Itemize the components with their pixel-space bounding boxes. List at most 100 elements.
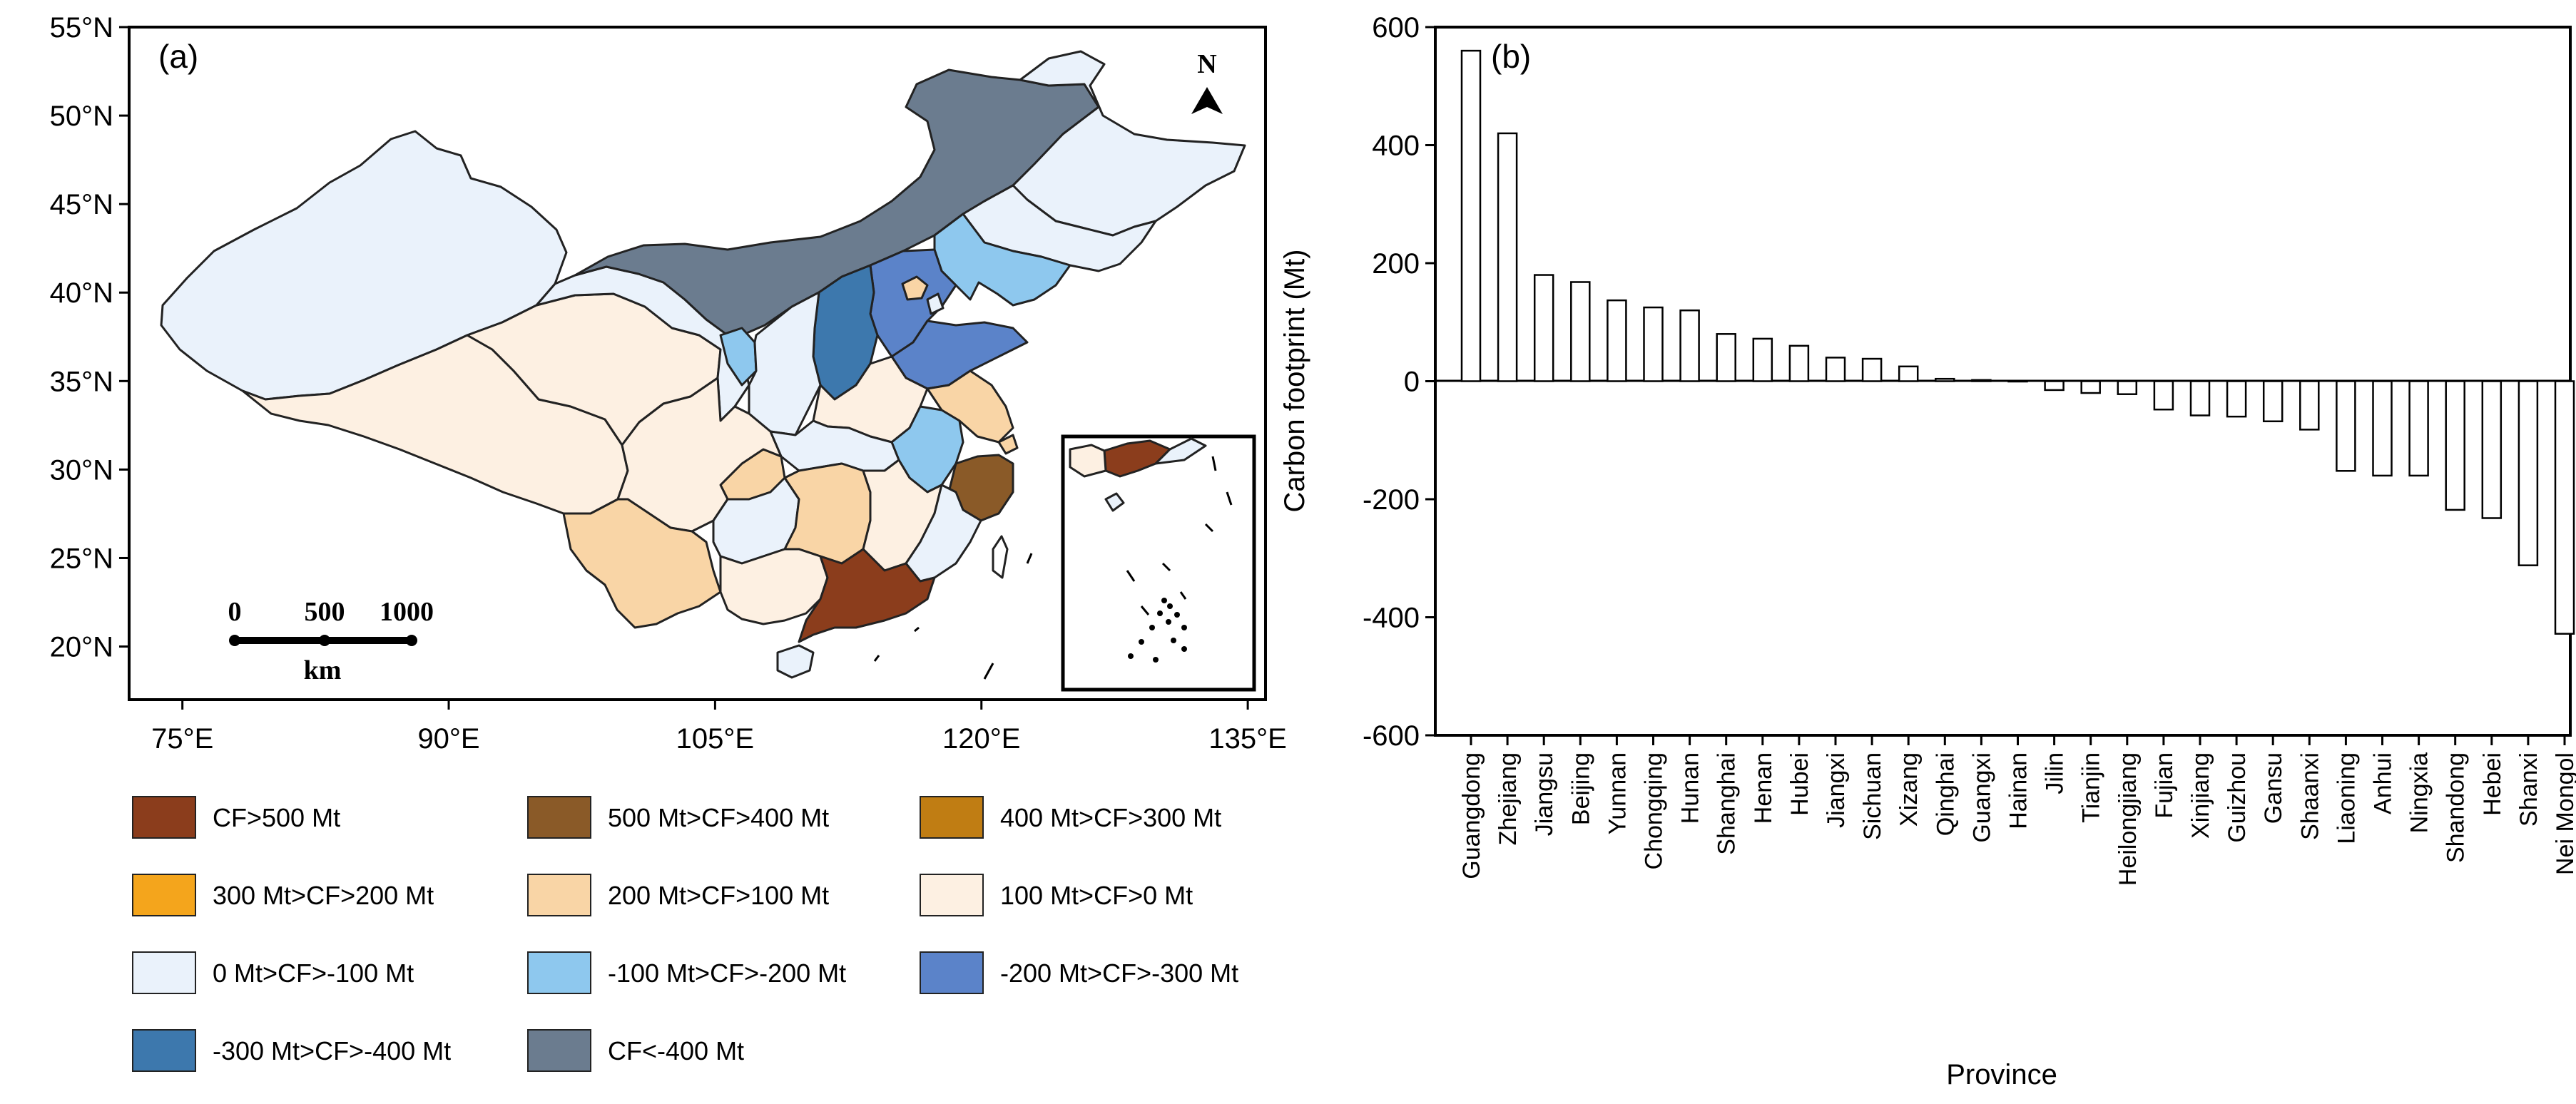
bar-henan	[1752, 337, 1773, 382]
map-lat-tick-label: 55°N	[50, 12, 113, 44]
legend-label: -300 Mt>CF>-400 Mt	[213, 1036, 451, 1065]
bar-sichuan	[1861, 357, 1883, 382]
bar-gansu	[2262, 380, 2284, 423]
bar-x-tick-label: Henan	[1750, 752, 1777, 824]
north-arrow-icon	[1191, 87, 1223, 114]
bar-x-tick-label: Qinghai	[1932, 752, 1959, 836]
inset-frame	[1061, 434, 1256, 692]
scale-bar-dot-1000	[406, 635, 417, 646]
bar-x-tick-label: Hubei	[1786, 752, 1813, 816]
bar-fujian	[2153, 380, 2174, 411]
bar-guizhou	[2226, 380, 2247, 418]
bar-panel-label: (b)	[1491, 38, 1531, 75]
bar-x-tick-label: Ningxia	[2406, 752, 2433, 833]
legend-swatch	[920, 951, 984, 994]
bars	[1460, 49, 2575, 635]
map-lat-tick-label: 45°N	[50, 189, 113, 220]
province-tianjin	[926, 292, 945, 315]
legend-swatch	[527, 951, 591, 994]
south-china-sea-inset	[1061, 434, 1256, 692]
inset-islands	[1126, 456, 1233, 615]
map-legend: CF>500 Mt 500 Mt>CF>400 Mt 400 Mt>CF>300 M…	[132, 796, 1238, 1072]
inset-guangxi	[1069, 444, 1107, 478]
scale-bar-dot-500	[319, 635, 330, 646]
bar-x-tick-label: Jiangsu	[1531, 752, 1558, 836]
scale-tick-500: 500	[305, 597, 345, 627]
legend-label: 500 Mt>CF>400 Mt	[608, 803, 829, 832]
bar-x-tick-label: Hunan	[1677, 752, 1704, 824]
bar-x-tick-label: Sichuan	[1859, 752, 1886, 840]
province-heilongjiang	[1012, 50, 1246, 237]
map-lat-tick-label: 30°N	[50, 454, 113, 486]
bar-x-tick-label: Beijing	[1567, 752, 1594, 825]
scale-bar-dot-0	[229, 635, 240, 646]
legend-label: CF>500 Mt	[213, 803, 340, 832]
province-shanghai	[997, 434, 1019, 455]
bar-hubei	[1788, 344, 1810, 382]
bar-x-tick-label: Nei Mongol	[2552, 752, 2576, 875]
bar-x-tick-label: Heilongjiang	[2114, 752, 2142, 886]
x-axis-title: Province	[1946, 1059, 2057, 1090]
bar-x-tick-label: Shanxi	[2515, 752, 2542, 827]
bar-x-tick-label: Guizhou	[2224, 752, 2251, 843]
bar-anhui	[2372, 380, 2393, 477]
province-beijing	[901, 275, 929, 301]
legend-item: 200 Mt>CF>100 Mt	[527, 874, 829, 916]
legend-item: -200 Mt>CF>-300 Mt	[920, 951, 1238, 994]
bar-x-tick-label: Tianjin	[2078, 752, 2105, 823]
bar-jiangsu	[1533, 274, 1554, 382]
bar-zhejiang	[1497, 132, 1518, 382]
map-lon-tick-label: 90°E	[417, 723, 479, 755]
legend-swatch	[132, 796, 196, 839]
y-axis-title: Carbon footprint (Mt)	[1279, 249, 1310, 512]
bar-jilin	[2044, 380, 2065, 392]
bar-x-tick-labels: Guangdong Zhejiang Jiangsu Beijing Yunnan Cho…	[1458, 735, 2576, 886]
bar-tianjin	[2080, 380, 2101, 394]
legend-swatch	[920, 796, 984, 839]
scale-bar: 0 500 1000 km	[228, 597, 434, 685]
bar-x-tick-label: Chongqing	[1641, 752, 1668, 869]
bar-jiangxi	[1825, 357, 1846, 382]
map-panel-label: (a)	[158, 38, 198, 75]
bar-heilongjiang	[2117, 380, 2138, 395]
bar-ningxia	[2408, 380, 2429, 477]
map-lat-tick-label: 40°N	[50, 277, 113, 309]
legend-item: -300 Mt>CF>-400 Mt	[132, 1029, 451, 1072]
taiwan-outline	[992, 535, 1009, 579]
legend-item: CF>500 Mt	[132, 796, 340, 839]
bar-shaanxi	[2299, 380, 2320, 431]
north-arrow: N	[1191, 49, 1223, 114]
inset-hainan	[1104, 492, 1125, 512]
legend-label: 300 Mt>CF>200 Mt	[213, 881, 434, 910]
bar-x-tick-label: Shandong	[2443, 752, 2470, 863]
legend-item: 400 Mt>CF>300 Mt	[920, 796, 1221, 839]
bar-hunan	[1679, 309, 1700, 382]
bar-qinghai	[1935, 377, 1955, 382]
bar-x-tick-label: Shaanxi	[2296, 752, 2323, 840]
legend-item: 500 Mt>CF>400 Mt	[527, 796, 829, 839]
bar-y-tick-label: -400	[1363, 603, 1420, 634]
bar-guangxi	[1971, 379, 1992, 382]
legend-label: 100 Mt>CF>0 Mt	[1000, 881, 1193, 910]
bar-x-tick-label: Fujian	[2151, 752, 2178, 819]
bar-x-tick-label: Liaoning	[2333, 752, 2360, 844]
bar-x-tick-label: Xinjiang	[2187, 752, 2214, 839]
legend-swatch	[527, 874, 591, 916]
north-arrow-label: N	[1197, 49, 1216, 79]
map-lat-ticks: 55°N 50°N 45°N 40°N 35°N 30°N 25°N 20°N	[50, 12, 129, 663]
legend-label: 0 Mt>CF>-100 Mt	[213, 959, 414, 988]
legend-item: -100 Mt>CF>-200 Mt	[527, 951, 846, 994]
bar-x-tick-label: Gansu	[2260, 752, 2287, 824]
bar-panel: (b) 600 400 200 0 -200 -400 -600 Guangdong Zhej…	[1279, 12, 2576, 1090]
bar-y-tick-label: 0	[1404, 367, 1420, 398]
legend-swatch	[527, 796, 591, 839]
province-fujian	[905, 484, 982, 583]
bar-shanghai	[1716, 333, 1736, 382]
bar-y-ticks: 600 400 200 0 -200 -400 -600	[1363, 12, 1435, 752]
legend-item: 100 Mt>CF>0 Mt	[920, 874, 1193, 916]
map-lat-tick-label: 25°N	[50, 543, 113, 574]
bar-x-tick-label: Guangdong	[1458, 752, 1485, 879]
legend-label: -100 Mt>CF>-200 Mt	[608, 959, 846, 988]
bar-guangdong	[1460, 49, 1482, 382]
